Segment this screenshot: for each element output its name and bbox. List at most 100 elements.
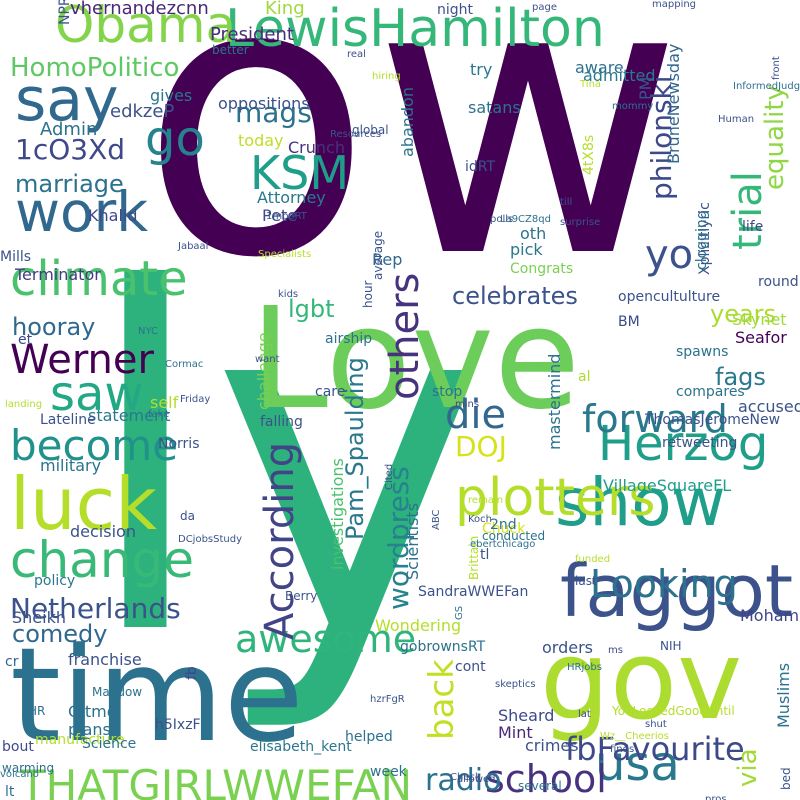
cloud-word: years	[710, 300, 777, 328]
cloud-word: NPR	[57, 0, 73, 25]
cloud-word: life	[742, 219, 764, 235]
cloud-word: Mohammed	[740, 606, 800, 625]
cloud-word: President	[210, 24, 294, 45]
cloud-word: franchise	[68, 650, 142, 669]
cloud-word: spawns	[676, 344, 729, 360]
cloud-word: 2nd	[490, 517, 517, 533]
cloud-word: 1mboRT	[266, 211, 307, 222]
cloud-word: saw	[50, 366, 144, 422]
cloud-word: page	[532, 2, 557, 13]
cloud-word: Crunch	[288, 138, 345, 157]
cloud-word: ThomasJeromeNew	[645, 412, 781, 428]
cloud-word: lat	[578, 709, 591, 720]
cloud-word: care	[315, 384, 346, 400]
cloud-word: front	[771, 56, 782, 80]
cloud-word: mastermind	[545, 353, 564, 450]
cloud-word: volcano	[0, 769, 39, 780]
cloud-word: celebrates	[452, 282, 578, 310]
cloud-word: show	[555, 464, 726, 541]
cloud-word: HR	[28, 704, 46, 718]
cloud-word: pick	[510, 240, 543, 259]
cloud-word: till	[560, 197, 573, 208]
cloud-word: luck	[10, 462, 157, 546]
cloud-word: finds	[610, 744, 635, 755]
cloud-word: polls	[490, 214, 514, 225]
cloud-word: clogging	[694, 210, 710, 270]
cloud-word: hzrFgR	[370, 694, 405, 705]
cloud-word: fags	[715, 363, 766, 391]
cloud-word: Specialists	[258, 249, 312, 260]
cloud-word: Muslims	[774, 662, 793, 728]
cloud-word: al	[578, 369, 591, 385]
cloud-word: admitted	[583, 66, 656, 85]
cloud-word: Obama	[55, 0, 237, 54]
cloud-word: h5IxzF	[155, 717, 201, 733]
cloud-word: fbFavourite	[565, 730, 745, 768]
cloud-word: via	[733, 748, 763, 787]
cloud-word: Love	[250, 278, 581, 441]
cloud-word: HRjobs	[567, 662, 602, 673]
cloud-word: change	[10, 531, 195, 589]
cloud-word: Wondering	[375, 616, 462, 635]
cloud-word: PM	[636, 76, 655, 100]
cloud-word: cont	[455, 659, 486, 675]
cloud-word: 4tX8s	[581, 134, 597, 175]
cloud-word: want	[255, 354, 280, 365]
cloud-word: Check	[450, 772, 481, 783]
cloud-word: bed	[779, 767, 793, 790]
cloud-word: bout	[2, 739, 34, 755]
cloud-word: satans	[468, 98, 521, 117]
cloud-word: die	[445, 392, 507, 438]
cloud-word: challenge	[254, 332, 273, 410]
cloud-word: investigations	[328, 458, 347, 570]
cloud-word: edkzeP	[110, 101, 175, 122]
cloud-word: military	[40, 456, 102, 475]
cloud-word: SandraWWEFan	[418, 584, 529, 600]
cloud-word: hour	[361, 280, 375, 309]
cloud-word: DOJ	[455, 430, 507, 463]
cloud-word: mins	[455, 399, 480, 410]
cloud-word: Lateline	[40, 412, 96, 428]
cloud-word: Sheikh	[12, 608, 66, 627]
cloud-word: lgbt	[288, 295, 335, 323]
cloud-word: Friday	[180, 394, 211, 405]
cloud-word: warming	[2, 761, 55, 775]
cloud-word: gives	[150, 86, 193, 105]
cloud-word: work	[15, 180, 149, 244]
cloud-word: Gitmo	[68, 702, 117, 721]
cloud-word: cr	[5, 654, 19, 670]
cloud-word: GS	[454, 605, 465, 620]
cloud-word: real	[347, 49, 366, 60]
cloud-word: falling	[260, 414, 303, 430]
cloud-word: Norris	[158, 436, 200, 452]
cloud-word: Cormac	[165, 359, 204, 370]
cloud-word: say	[15, 65, 119, 135]
cloud-word: fb	[184, 666, 200, 680]
cloud-word: plans	[68, 720, 111, 739]
cloud-word: last	[575, 574, 597, 588]
cloud-word: marriage	[15, 170, 124, 198]
cloud-word: Terminator	[15, 265, 101, 284]
cloud-word: da	[180, 509, 195, 523]
cloud-word: ebertchicago	[470, 539, 536, 550]
cloud-word: Looking	[590, 562, 738, 606]
cloud-word: Netherlands	[10, 592, 181, 625]
cloud-word: La9CZ8qd	[500, 214, 551, 225]
cloud-word: Berry	[285, 589, 318, 603]
cloud-word: mags	[235, 96, 312, 129]
cloud-word: policy	[34, 573, 76, 589]
cloud-word: statement	[88, 406, 171, 425]
cloud-word: week	[370, 764, 407, 780]
cloud-word: Herzog	[598, 416, 769, 472]
cloud-word: conducted	[482, 529, 546, 543]
cloud-word: Wz__Cheerios	[600, 731, 669, 742]
cloud-word: several	[518, 779, 562, 793]
cloud-word: funded	[575, 554, 611, 565]
cloud-word: accused	[738, 397, 800, 416]
cloud-word: vhernandezcnn	[70, 0, 209, 19]
cloud-word: average	[371, 230, 385, 280]
cloud-word: ms	[608, 645, 623, 656]
cloud-word: Chuck	[482, 521, 526, 537]
cloud-word: Resources	[330, 129, 382, 140]
cloud-word: radio	[425, 763, 502, 798]
